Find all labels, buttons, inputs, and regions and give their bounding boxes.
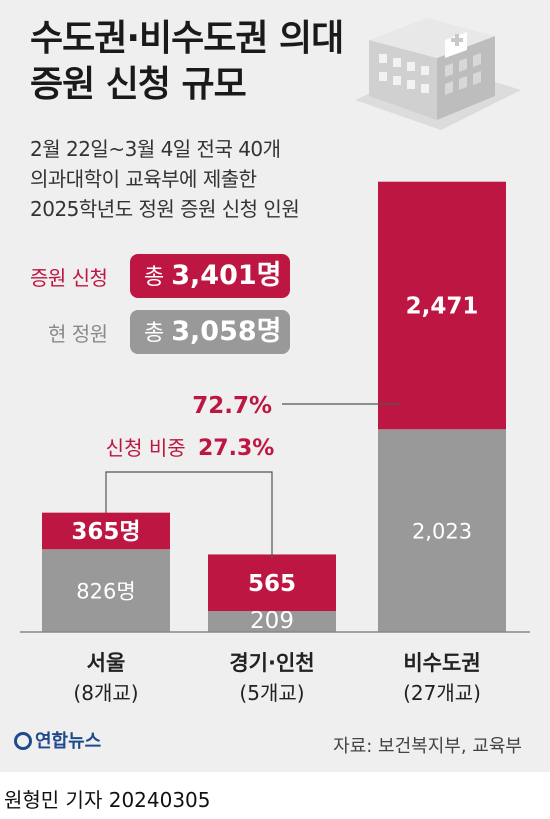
stacked-bar-chart: 826명 365명 209 565 2,023 2,471 72.7% 신청 비중 27.… — [20, 181, 530, 634]
bar-non-metro-request — [378, 181, 506, 430]
byline: 원형민 기자 20240305 — [4, 788, 211, 812]
nonmetro-share-label: 72.7% — [192, 393, 272, 419]
data-label-seoul-request: 365명 — [71, 519, 140, 545]
source-note: 자료: 보건복지부, 교육부 — [333, 736, 522, 757]
page-title: 수도권·비수도권 의대 증원 신청 규모 — [30, 16, 344, 108]
legend-current-label: 현 정원 — [48, 322, 108, 346]
bar-gyeonggi-incheon-current — [208, 611, 336, 632]
category-sublabel: (27개교) — [403, 681, 481, 705]
bar-non-metro-current — [378, 429, 506, 632]
legend-request-value: 3,401명 — [171, 260, 282, 291]
bar-seoul-request — [42, 512, 170, 550]
data-label-non-metro-current: 2,023 — [412, 520, 472, 544]
yonhap-logo: 연합뉴스 — [14, 727, 101, 753]
legend-current-prefix: 총 — [144, 321, 165, 346]
category-name: 비수도권 — [403, 651, 481, 675]
data-label-non-metro-request: 2,471 — [406, 293, 479, 319]
metro-share-text: 신청 비중 27.3% — [106, 436, 275, 461]
category-name: 경기·인천 — [229, 651, 315, 675]
subtitle-line-2: 의과대학이 교육부에 제출한 — [30, 167, 257, 191]
data-label-seoul-current: 826명 — [76, 580, 135, 604]
yonhap-logo-text: 연합뉴스 — [35, 731, 102, 752]
category-label-seoul: 서울 (8개교) — [21, 648, 191, 708]
category-label-non-metro: 비수도권 (27개교) — [357, 648, 527, 708]
yonhap-logo-icon — [14, 732, 32, 750]
bar-seoul-current — [42, 549, 170, 632]
category-sublabel: (5개교) — [239, 681, 305, 705]
legend-request-box: 총 3,401명 — [130, 254, 290, 298]
metro-share-bracket — [105, 471, 273, 558]
title-line-1: 수도권·비수도권 의대 — [30, 18, 344, 59]
legend-current-value: 3,058명 — [171, 316, 282, 347]
category-sublabel: (8개교) — [73, 681, 139, 705]
legend-request-prefix: 총 — [144, 265, 165, 290]
hospital-building-icon — [355, 18, 521, 130]
subtitle-line-1: 2월 22일~3월 4일 전국 40개 — [30, 137, 281, 161]
title-line-2: 증원 신청 규모 — [30, 64, 247, 105]
bar-gyeonggi-incheon-request — [208, 554, 336, 612]
data-label-gyeonggi-incheon-current: 209 — [250, 608, 294, 634]
metro-share-value: 27.3% — [198, 436, 274, 461]
legend-current-box: 총 3,058명 — [130, 310, 290, 354]
legend-request-label: 증원 신청 — [30, 266, 108, 290]
data-label-gyeonggi-incheon-request: 565 — [248, 571, 296, 597]
subtitle: 2월 22일~3월 4일 전국 40개 의과대학이 교육부에 제출한 2025학… — [30, 134, 300, 224]
subtitle-line-3: 2025학년도 정원 증원 신청 인원 — [30, 197, 300, 221]
category-name: 서울 — [86, 651, 126, 675]
category-label-gyeonggi-incheon: 경기·인천 (5개교) — [187, 648, 357, 708]
metro-share-label: 신청 비중 — [106, 436, 186, 460]
